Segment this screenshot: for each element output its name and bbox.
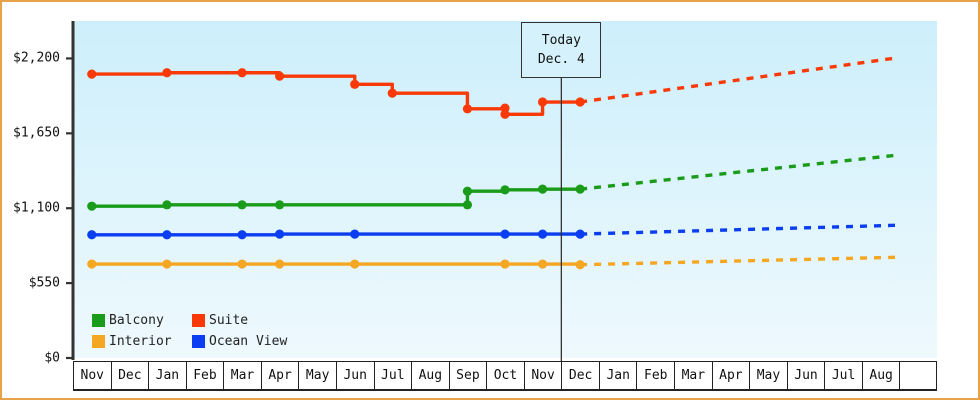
x-axis-label-nov-12: Nov (523, 362, 562, 389)
y-axis-tick-label: $1,650 (13, 125, 60, 141)
x-axis-label-jul-20: Jul (824, 362, 862, 389)
x-axis-label-apr-17: Apr (711, 362, 750, 389)
legend-swatch-icon (92, 335, 105, 348)
legend-swatch-icon (192, 314, 205, 327)
axis-layer (66, 21, 562, 361)
today-annotation-box: Today Dec. 4 (521, 22, 602, 78)
data-point (537, 259, 548, 269)
forecast-line (579, 153, 898, 191)
legend-swatch-icon (92, 314, 105, 327)
legend-swatch-icon (192, 335, 205, 348)
data-point (162, 259, 172, 269)
data-point (275, 229, 285, 239)
legend-item-suite[interactable]: Suite (192, 313, 287, 328)
data-point (87, 69, 97, 79)
data-point (500, 109, 510, 119)
x-axis-label-jan-14: Jan (598, 362, 637, 389)
data-point (387, 88, 397, 98)
series-ocean-view (87, 223, 898, 240)
x-axis-label-feb-3: Feb (185, 362, 224, 389)
x-axis-month-band: Nov Dec Jan Feb Mar Apr May Jun Jul Aug Sep Oct Nov D… (73, 361, 937, 391)
y-axis-tick-label: $550 (28, 275, 60, 291)
data-point (237, 259, 247, 269)
x-axis-label-dec-13: Dec (561, 362, 599, 389)
data-point (500, 229, 510, 239)
series-balcony (87, 153, 898, 211)
legend-label: Balcony (109, 313, 164, 328)
data-point (350, 259, 360, 269)
data-point (500, 259, 510, 269)
today-annotation-line2: Dec. 4 (537, 52, 585, 67)
x-axis-label-feb-15: Feb (636, 362, 674, 389)
forecast-line (579, 56, 898, 104)
x-axis-label-empty-22 (899, 362, 937, 389)
legend-item-ocean-view[interactable]: Ocean View (192, 334, 287, 349)
data-point (87, 230, 97, 240)
data-point (537, 229, 548, 239)
x-axis-label-aug-9: Aug (411, 362, 449, 389)
data-point (500, 185, 510, 195)
x-axis-label-jan-2: Jan (148, 362, 186, 389)
series-layer (87, 56, 898, 270)
y-axis-tick-label: $2,200 (13, 50, 60, 66)
x-axis-label-mar-16: Mar (674, 362, 712, 389)
x-axis-label-may-6: May (298, 362, 336, 389)
data-point (462, 186, 473, 196)
series-interior (87, 255, 898, 270)
data-point (162, 200, 172, 210)
x-axis-label-oct-11: Oct (486, 362, 524, 389)
data-point (462, 104, 473, 114)
data-point (462, 200, 473, 210)
legend-item-balcony[interactable]: Balcony (92, 313, 192, 328)
forecast-line (580, 223, 898, 236)
data-point (350, 229, 360, 239)
x-axis-label-mar-4: Mar (223, 362, 261, 389)
legend-label: Suite (209, 313, 249, 328)
chart-legend: Balcony Suite Interior Ocean View (92, 310, 287, 352)
x-axis-label-apr-5: Apr (260, 362, 299, 389)
series-suite (87, 56, 898, 119)
data-point (87, 201, 97, 211)
legend-label: Interior (109, 334, 172, 349)
x-axis-label-jun-7: Jun (335, 362, 374, 389)
data-point (237, 230, 247, 240)
y-axis-tick-label: $0 (44, 350, 60, 366)
legend-label: Ocean View (209, 334, 288, 349)
data-point (87, 259, 97, 269)
x-axis-label-nov-0: Nov (73, 362, 111, 389)
data-point (237, 200, 247, 210)
x-axis-label-may-18: May (749, 362, 787, 389)
data-point (275, 71, 285, 81)
data-point (350, 79, 360, 89)
today-annotation-line1: Today (541, 33, 581, 48)
data-point (162, 230, 172, 240)
data-point (537, 184, 548, 194)
data-point (237, 68, 247, 78)
x-axis-label-aug-21: Aug (861, 362, 900, 389)
data-point (275, 259, 285, 269)
x-axis-label-jul-8: Jul (373, 362, 412, 389)
data-point (162, 68, 172, 78)
data-point (537, 97, 548, 107)
legend-item-interior[interactable]: Interior (92, 334, 192, 349)
data-point (275, 200, 285, 210)
forecast-line (580, 255, 898, 267)
x-axis-label-dec-1: Dec (110, 362, 149, 389)
y-axis-tick-label: $1,100 (13, 200, 60, 216)
x-axis-label-jun-19: Jun (786, 362, 825, 389)
x-axis-label-sep-10: Sep (448, 362, 487, 389)
